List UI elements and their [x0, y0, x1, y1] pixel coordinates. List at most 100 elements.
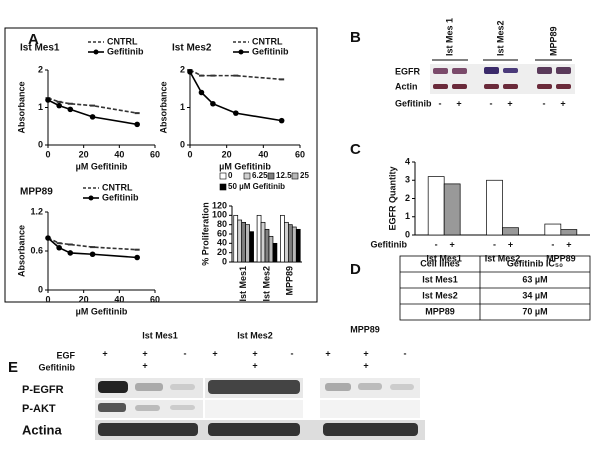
sign: + [456, 98, 461, 108]
y-tick-label: 0.6 [30, 245, 43, 255]
sign: + [102, 348, 107, 358]
x-tick-label: 0 [45, 149, 50, 159]
y-tick-label: 20 [217, 247, 227, 257]
y-axis-label: Absorbance [16, 81, 26, 133]
sign: + [142, 360, 147, 370]
y-tick-label: 4 [405, 156, 410, 166]
sign: + [325, 348, 330, 358]
row-label: P-EGFR [22, 384, 64, 396]
x-axis-label: µM Gefitinib [76, 306, 128, 316]
y-tick-label: 3 [405, 175, 410, 185]
sign: + [252, 348, 257, 358]
panel-label: D [350, 261, 361, 278]
table-cell: Ist Mes2 [422, 290, 458, 300]
table-cell: 70 µM [522, 306, 547, 316]
sign: - [184, 348, 187, 358]
table-cell: 63 µM [522, 274, 547, 284]
y-tick-label: 0 [405, 229, 410, 239]
sign: + [363, 348, 368, 358]
marker [45, 235, 51, 241]
legend-label: Gefitinib [252, 46, 289, 56]
legend-label: 12.5 [276, 171, 292, 180]
table-cell: MPP89 [425, 306, 455, 316]
legend-label: 6.25 [252, 171, 268, 180]
x-tick-label: 20 [222, 149, 232, 159]
bar [486, 179, 503, 236]
y-tick-label: 0 [222, 256, 227, 266]
y-tick-label: 1 [38, 102, 43, 112]
table-header: Cell lines [420, 258, 460, 268]
legend-swatch [238, 49, 244, 55]
legend-label: Gefitinib [107, 46, 144, 56]
series-label: - [551, 239, 554, 249]
y-tick-label: 1 [180, 102, 185, 112]
bar [237, 219, 243, 263]
y-axis-label: EGFR Quantity [387, 166, 397, 230]
bar [427, 176, 445, 236]
sign: + [507, 98, 512, 108]
chart-title: Ist Mes1 [20, 43, 60, 54]
x-tick-label: 60 [150, 294, 160, 304]
legend-swatch [93, 49, 99, 55]
panel-label: C [350, 141, 361, 158]
legend-swatch [219, 183, 227, 191]
bar [249, 231, 254, 263]
y-tick-label: 100 [212, 210, 227, 220]
y-axis-label: Absorbance [16, 225, 26, 277]
legend-swatch [291, 172, 299, 180]
y-axis-label: % Proliferation [200, 202, 210, 266]
legend-label: CNTRL [107, 36, 138, 46]
x-tick-label: 20 [79, 294, 89, 304]
x-tick-label: 40 [114, 149, 124, 159]
marker [210, 100, 216, 107]
bar [560, 229, 578, 236]
y-tick-label: 2 [405, 193, 410, 203]
bar [233, 214, 239, 263]
table-header: Gefitinib IC₅₀ [507, 258, 563, 268]
y-tick-label: 2 [180, 64, 185, 74]
chart-title: Ist Mes2 [172, 43, 212, 54]
group-label: Ist Mes2 [237, 330, 273, 340]
bar [502, 227, 519, 236]
marker [56, 102, 62, 109]
blot-b [430, 59, 575, 94]
y-tick-label: 120 [212, 200, 227, 210]
legend-swatch [88, 195, 94, 201]
row-label: Gefitinib [395, 98, 432, 108]
series-label: - [493, 239, 496, 249]
x-tick-label: 20 [79, 149, 89, 159]
x-axis-label: µM Gefitinib [76, 161, 128, 171]
panel-label: E [8, 359, 18, 376]
legend-swatch [267, 172, 275, 180]
chart-title: MPP89 [20, 187, 53, 198]
sign: - [404, 348, 407, 358]
lane-label: Ist Mes 1 [444, 18, 454, 56]
blot-e [95, 378, 425, 440]
series-line [47, 99, 138, 126]
marker [134, 254, 140, 261]
bar [284, 221, 289, 263]
y-axis-label: Absorbance [158, 81, 168, 133]
bar [288, 224, 293, 263]
x-tick-label: 60 [150, 149, 160, 159]
bar [256, 214, 262, 263]
bar [544, 223, 562, 236]
marker [45, 97, 51, 103]
series-label: + [508, 239, 513, 249]
marker [89, 114, 96, 120]
legend-label: 25 [300, 171, 309, 180]
marker [67, 250, 74, 256]
table-cell: 34 µM [522, 290, 547, 300]
legend-label: 50 µM Gefitinib [228, 182, 285, 191]
row-label: Actina [22, 422, 63, 437]
y-tick-label: 2 [38, 64, 43, 74]
bar [291, 226, 297, 263]
bar [295, 228, 301, 263]
condition-label: EGF [56, 350, 75, 360]
marker [198, 89, 205, 96]
x-tick-label: MPP89 [285, 266, 295, 296]
bar [241, 221, 247, 263]
marker [233, 110, 239, 116]
x-tick-label: 0 [45, 294, 50, 304]
marker [278, 117, 285, 124]
